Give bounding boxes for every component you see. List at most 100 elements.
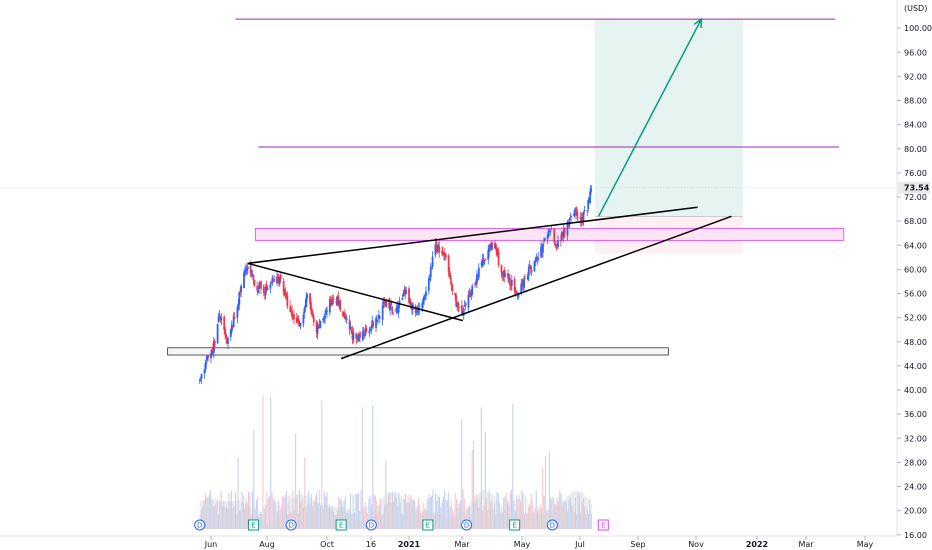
volume-bar (295, 433, 297, 529)
volume-bar (444, 489, 446, 529)
volume-bar (487, 510, 489, 529)
candle-body (224, 328, 227, 335)
volume-bar (368, 498, 370, 529)
volume-bar (530, 493, 532, 529)
volume-bar (293, 509, 295, 529)
candle-body (227, 337, 229, 344)
price-tick-label: 72.00 (904, 193, 927, 202)
volume-bar (496, 491, 498, 529)
volume-bar (268, 496, 270, 529)
volume-bar (394, 493, 396, 529)
candle-body (443, 253, 446, 256)
candle-body (296, 319, 299, 322)
candle-body (462, 308, 465, 316)
volume-bar (446, 500, 448, 529)
volume-bar (355, 493, 357, 529)
candle-body (318, 324, 321, 329)
candle-body (430, 267, 433, 269)
candle-body (450, 281, 453, 285)
target-arrow-line (597, 18, 703, 217)
volume-bar (340, 499, 342, 529)
support-zone (254, 227, 845, 241)
volume-bar (573, 512, 575, 529)
volume-bar (282, 496, 284, 529)
volume-bar (492, 509, 494, 529)
candle-body (504, 273, 507, 277)
volume-bar (461, 419, 463, 529)
volume-bar (382, 513, 384, 529)
candle-body (549, 230, 552, 232)
time-tick-label: Mar (454, 540, 470, 549)
candle-body (293, 314, 295, 320)
event-marker-label: E (512, 522, 516, 530)
candle-body (542, 241, 545, 243)
candle-body (583, 210, 586, 212)
candle-body (319, 320, 322, 329)
volume-bar (406, 503, 408, 529)
candle-body (363, 335, 366, 337)
volume-bar (312, 505, 314, 529)
volume-bar (357, 492, 359, 529)
candle-body (500, 265, 503, 273)
candle-body (563, 227, 566, 234)
candle-body (429, 267, 432, 278)
candle-body (330, 300, 333, 305)
candle-body (385, 299, 388, 306)
candle-body (536, 257, 539, 260)
price-tick-label: 84.00 (904, 121, 927, 130)
volume-bar (590, 514, 592, 529)
candle-body (503, 270, 506, 277)
candle-body (375, 318, 377, 328)
candle-body (276, 276, 278, 284)
candle-body (404, 288, 407, 296)
earnings-marker (509, 519, 521, 531)
volume-bar (329, 504, 331, 529)
volume-bar (432, 489, 434, 529)
volume-bar (300, 501, 302, 529)
volume-bar (241, 491, 243, 529)
volume-bar (403, 498, 405, 529)
candle-body (351, 330, 354, 340)
candle-body (264, 286, 267, 296)
volume-bar (551, 497, 553, 529)
volume-bar (389, 492, 391, 529)
volume-bar (561, 505, 563, 529)
volume-bar (316, 492, 318, 529)
candle-body (553, 228, 556, 243)
volume-bar (438, 497, 440, 529)
candle-body (582, 211, 585, 221)
candle-body (540, 246, 542, 257)
volume-bar (467, 507, 469, 529)
candle-body (326, 310, 328, 312)
volume-bar (469, 507, 471, 529)
volume-bar (436, 500, 438, 529)
volume-bar (364, 502, 366, 529)
volume-bar (577, 491, 579, 529)
candle-body (324, 316, 327, 319)
candle-body (291, 310, 293, 318)
volume-bar (500, 512, 502, 529)
candle-body (344, 317, 347, 319)
volume-bar (245, 498, 247, 529)
time-tick-label: Jun (204, 540, 218, 549)
candle-body (244, 268, 247, 272)
candle-body (285, 293, 288, 297)
volume-bar (227, 508, 229, 529)
volume-bar (504, 496, 506, 529)
volume-bar (208, 494, 210, 529)
volume-bar (359, 510, 361, 529)
candle-body (289, 306, 292, 312)
candle-body (232, 316, 235, 328)
volume-bar (527, 506, 529, 529)
candle-body (382, 301, 385, 304)
candle-body (488, 248, 491, 252)
candle-body (376, 320, 378, 321)
volume-bar (263, 508, 265, 529)
candle-body (384, 303, 387, 305)
candle-body (528, 265, 531, 267)
volume-bar (262, 395, 264, 529)
volume-bar (330, 508, 332, 529)
candle-body (304, 305, 307, 309)
